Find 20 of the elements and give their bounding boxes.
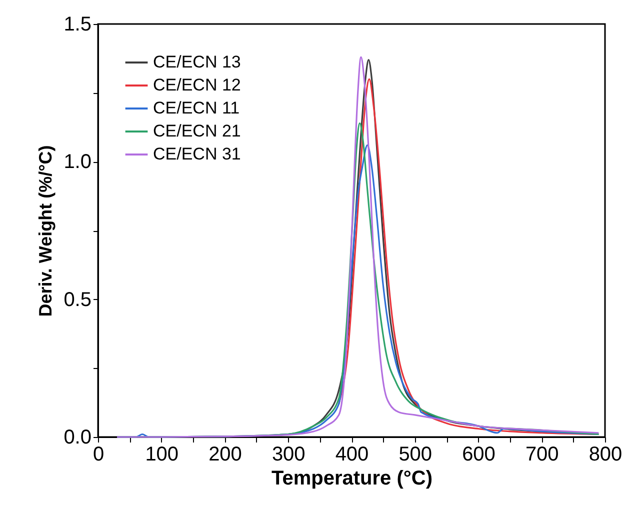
x-tick-label: 500 (398, 444, 432, 466)
legend-label: CE/ECN 11 (153, 98, 240, 118)
x-axis-title: Temperature (°C) (272, 468, 432, 490)
x-tick-label: 400 (335, 444, 369, 466)
y-tick-label: 0.5 (64, 288, 92, 311)
y-tick-label: 0.0 (64, 426, 92, 448)
x-tick-label: 300 (272, 444, 306, 466)
legend-label: CE/ECN 13 (153, 52, 241, 72)
legend-label: CE/ECN 12 (153, 76, 241, 94)
x-tick-label: 600 (462, 444, 496, 466)
x-tick-label: 100 (145, 444, 179, 466)
x-tick-label: 200 (208, 444, 242, 466)
x-tick-label: 0 (92, 444, 104, 466)
y-tick-label: 1.5 (64, 14, 92, 36)
x-tick-label: 700 (525, 444, 559, 466)
y-tick-label: 1.0 (64, 151, 92, 174)
x-tick-label: 800 (588, 444, 622, 466)
legend-label: CE/ECN 31 (153, 144, 241, 164)
y-axis-title: Deriv. Weight (%/°C) (36, 145, 56, 317)
legend-label: CE/ECN 21 (153, 122, 241, 140)
